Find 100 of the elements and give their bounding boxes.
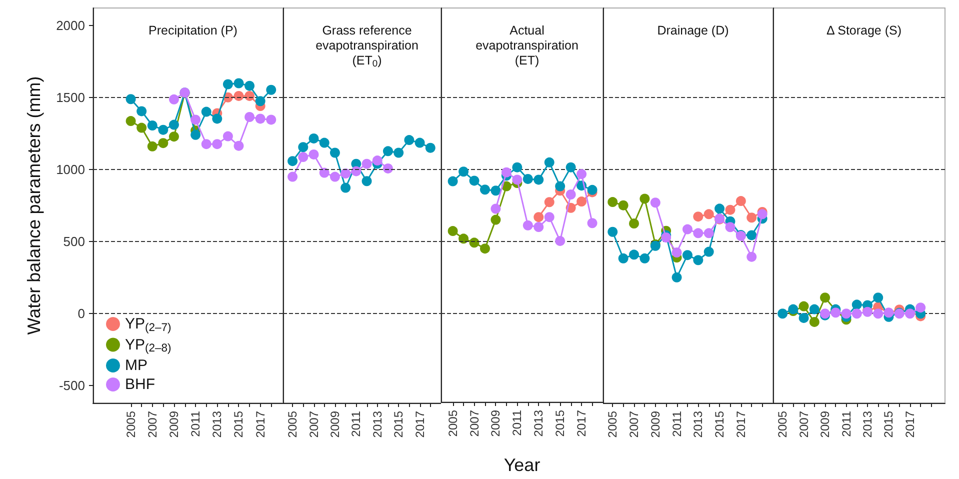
point (168, 94, 179, 104)
point (126, 116, 136, 126)
point (222, 131, 233, 142)
point (693, 212, 704, 222)
point (522, 220, 533, 230)
point (234, 90, 244, 101)
point (736, 196, 746, 206)
point (682, 224, 692, 234)
x-tick-label: 2011 (670, 410, 684, 437)
x-tick-label: 2005 (446, 410, 460, 437)
point (255, 96, 266, 106)
point (480, 244, 490, 254)
point (136, 106, 147, 116)
y-axis-title: Water balance parameters (mm) (24, 76, 44, 335)
point (458, 166, 469, 177)
point (190, 130, 201, 140)
point (298, 152, 308, 162)
point (544, 157, 554, 168)
point (266, 84, 276, 95)
text: Precipitation (P) (148, 24, 238, 38)
x-tick-label: 2013 (691, 410, 706, 438)
point (288, 156, 298, 166)
x-tick-label: 2015 (553, 410, 568, 437)
point (362, 176, 372, 186)
point (746, 252, 757, 262)
point (555, 181, 566, 192)
point (222, 79, 233, 90)
y-tick-label: 1000 (56, 162, 85, 177)
x-tick-label: 2011 (188, 410, 203, 437)
point (608, 197, 618, 208)
point (640, 194, 650, 204)
point (362, 158, 372, 169)
point (544, 212, 554, 222)
text: Drainage (D) (657, 24, 729, 38)
x-tick-label: 2013 (210, 410, 224, 438)
x-tick-label: 2005 (606, 410, 620, 438)
point (704, 246, 714, 257)
point (414, 138, 425, 148)
point (136, 122, 147, 133)
point (587, 184, 598, 195)
legend-label: BHF (125, 376, 155, 393)
point (798, 301, 809, 312)
point (725, 204, 736, 215)
point (212, 139, 222, 150)
x-tick-label: 2007 (627, 410, 642, 438)
point (469, 238, 480, 248)
point (841, 308, 852, 319)
point (522, 174, 533, 184)
x-tick-label: 2007 (796, 410, 811, 438)
point (873, 292, 884, 303)
x-tick-label: 2015 (392, 410, 406, 438)
point (190, 114, 201, 125)
text: Δ Storage (S) (826, 24, 902, 38)
point (201, 139, 212, 150)
point (746, 212, 757, 223)
point (147, 120, 158, 130)
point (308, 133, 319, 144)
x-tick-label: 2017 (412, 410, 427, 438)
x-tick-label: 2017 (902, 410, 917, 438)
x-tick-label: 2015 (712, 410, 727, 438)
point (394, 148, 404, 158)
x-tick-label: 2009 (166, 410, 181, 438)
y-tick-label: 1500 (56, 90, 85, 105)
x-tick-label: 2017 (734, 410, 748, 438)
point (809, 304, 820, 314)
point (158, 138, 168, 148)
point (640, 253, 650, 264)
point (480, 184, 490, 195)
point (330, 172, 340, 182)
point (629, 250, 640, 260)
point (212, 114, 222, 124)
point (650, 198, 660, 208)
point (576, 169, 587, 180)
point (147, 141, 158, 152)
point (288, 172, 298, 182)
point (201, 106, 212, 117)
legend-label: MP (125, 357, 148, 374)
point (852, 300, 862, 310)
x-tick-label: 2013 (860, 410, 874, 438)
x-tick-label: 2013 (370, 410, 384, 438)
point (490, 214, 501, 225)
point (319, 138, 330, 148)
point (873, 308, 884, 319)
point (469, 176, 480, 186)
point (404, 135, 414, 146)
x-tick-label: 2007 (145, 410, 160, 438)
point (778, 308, 788, 319)
point (830, 308, 841, 318)
point (576, 196, 587, 207)
point (672, 248, 682, 258)
point (544, 197, 554, 208)
point (672, 272, 682, 282)
x-tick-label: 2015 (882, 410, 896, 438)
point (351, 166, 362, 176)
point (566, 190, 576, 200)
point (234, 78, 244, 88)
point (490, 204, 501, 214)
point (298, 142, 308, 152)
x-tick-label: 2009 (488, 410, 503, 437)
point (693, 255, 704, 266)
